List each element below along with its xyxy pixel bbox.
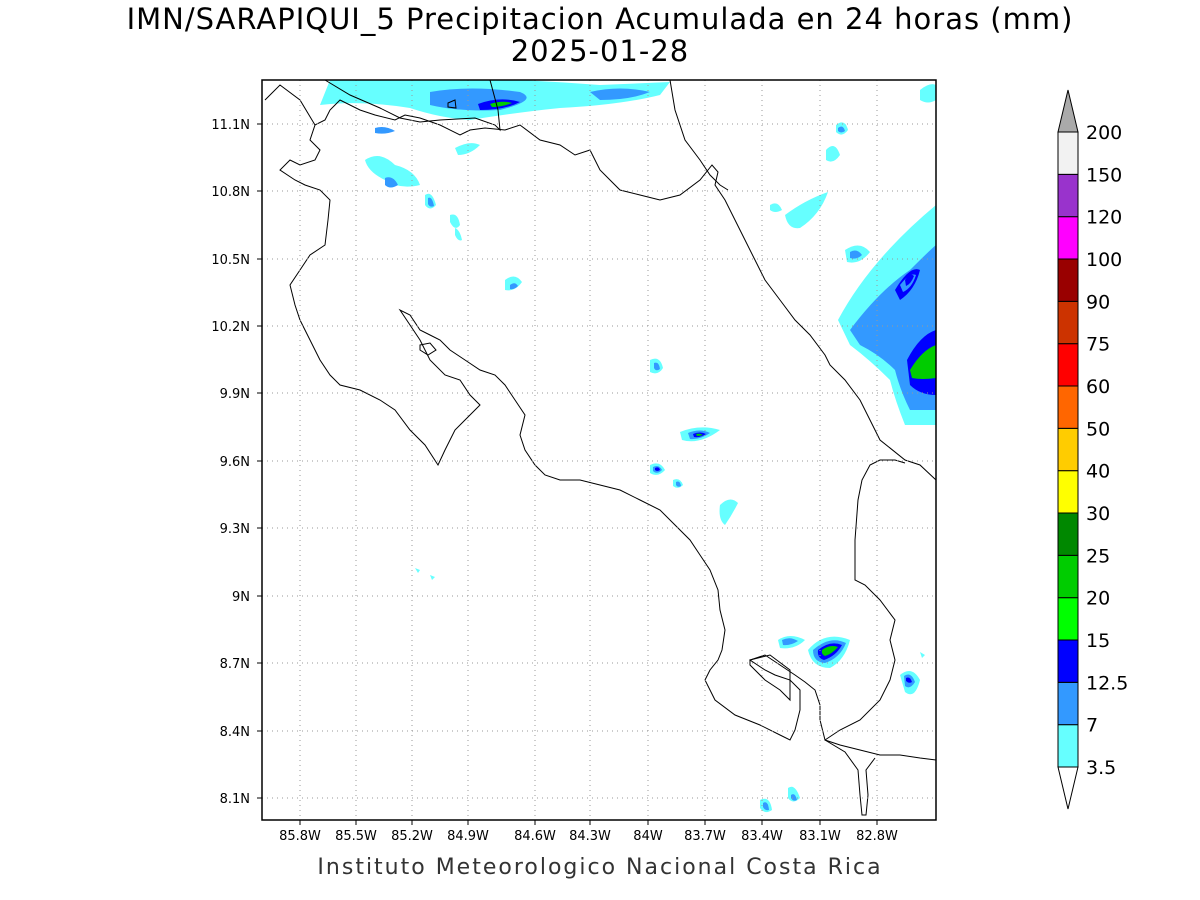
colorbar-label: 100 (1086, 249, 1122, 271)
lat-label: 9.9N (220, 387, 250, 402)
lon-label: 85.2W (391, 829, 433, 844)
colorbar-label: 120 (1086, 207, 1122, 229)
lon-label: 84.3W (569, 829, 611, 844)
lon-label: 84.9W (447, 829, 489, 844)
colorbar-box (1057, 554, 1079, 599)
colorbar-label: 50 (1086, 418, 1110, 440)
colorbar-box (1057, 343, 1079, 387)
colorbar-box (1057, 724, 1079, 768)
colorbar-box (1057, 131, 1079, 175)
colorbar-label: 12.5 (1086, 672, 1128, 694)
map-title: IMN/SARAPIQUI_5 Precipitacion Acumulada … (126, 2, 1074, 36)
colorbar: 3.5 7 12.5 15 20 25 30 40 50 60 75 90 100 120 150 200 (1057, 89, 1128, 810)
colorbar-box (1057, 216, 1079, 260)
lat-label: 11.1N (211, 118, 250, 133)
colorbar-label: 7 (1086, 715, 1098, 737)
map-date: 2025-01-28 (510, 34, 690, 68)
colorbar-label: 20 (1086, 588, 1110, 610)
colorbar-label: 3.5 (1086, 757, 1116, 779)
lat-labels: 11.1N 10.8N 10.5N 10.2N 9.9N 9.6N 9.3N 9… (211, 118, 250, 807)
lat-label: 8.4N (220, 725, 250, 740)
lon-label: 84W (633, 829, 663, 844)
colorbar-label: 15 (1086, 630, 1110, 652)
lon-label: 85.8W (279, 829, 321, 844)
lat-label: 9N (232, 590, 250, 605)
colorbar-bottom-triangle (1057, 766, 1079, 810)
colorbar-top-triangle (1057, 89, 1079, 133)
colorbar-label: 30 (1086, 503, 1110, 525)
colorbar-label: 25 (1086, 545, 1110, 567)
colorbar-box (1057, 173, 1079, 218)
lon-label: 83.7W (684, 829, 726, 844)
lat-label: 8.1N (220, 792, 250, 807)
lat-label: 10.2N (211, 320, 250, 335)
colorbar-box (1057, 639, 1079, 683)
map-frame (261, 79, 937, 821)
lat-label: 10.8N (211, 185, 250, 200)
colorbar-label: 200 (1086, 122, 1122, 144)
grid (262, 80, 936, 820)
colorbar-box (1057, 470, 1079, 514)
lon-label: 83.1W (799, 829, 841, 844)
precipitation-areas (320, 80, 936, 813)
colorbar-label: 75 (1086, 334, 1110, 356)
colorbar-box (1057, 385, 1079, 429)
colorbar-label: 60 (1086, 376, 1110, 398)
colorbar-box (1057, 427, 1079, 472)
lon-label: 83.4W (741, 829, 783, 844)
lat-label: 8.7N (220, 657, 250, 672)
colorbar-box (1057, 300, 1079, 345)
colorbar-box (1057, 597, 1079, 641)
colorbar-label: 90 (1086, 291, 1110, 313)
tick-marks (257, 123, 878, 825)
lat-label: 10.5N (211, 253, 250, 268)
colorbar-box (1057, 681, 1079, 726)
lon-label: 84.6W (514, 829, 556, 844)
lon-label: 85.5W (335, 829, 377, 844)
colorbar-box (1057, 258, 1079, 302)
lon-labels: 85.8W 85.5W 85.2W 84.9W 84.6W 84.3W 84W … (279, 829, 898, 844)
colorbar-label: 40 (1086, 461, 1110, 483)
lat-label: 9.6N (220, 455, 250, 470)
footer-credit: Instituto Meteorologico Nacional Costa R… (317, 855, 883, 880)
colorbar-box (1057, 512, 1079, 556)
colorbar-label: 150 (1086, 164, 1122, 186)
coastline (264, 79, 937, 816)
lat-label: 9.3N (220, 522, 250, 537)
lon-label: 82.8W (856, 829, 898, 844)
